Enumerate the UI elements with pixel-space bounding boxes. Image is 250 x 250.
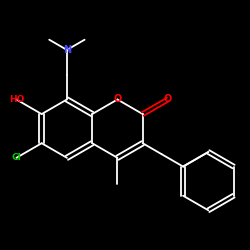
Text: N: N xyxy=(63,45,71,55)
Text: O: O xyxy=(113,94,122,104)
Text: O: O xyxy=(164,94,172,104)
Text: HO: HO xyxy=(9,95,24,104)
Text: Cl: Cl xyxy=(12,153,21,162)
